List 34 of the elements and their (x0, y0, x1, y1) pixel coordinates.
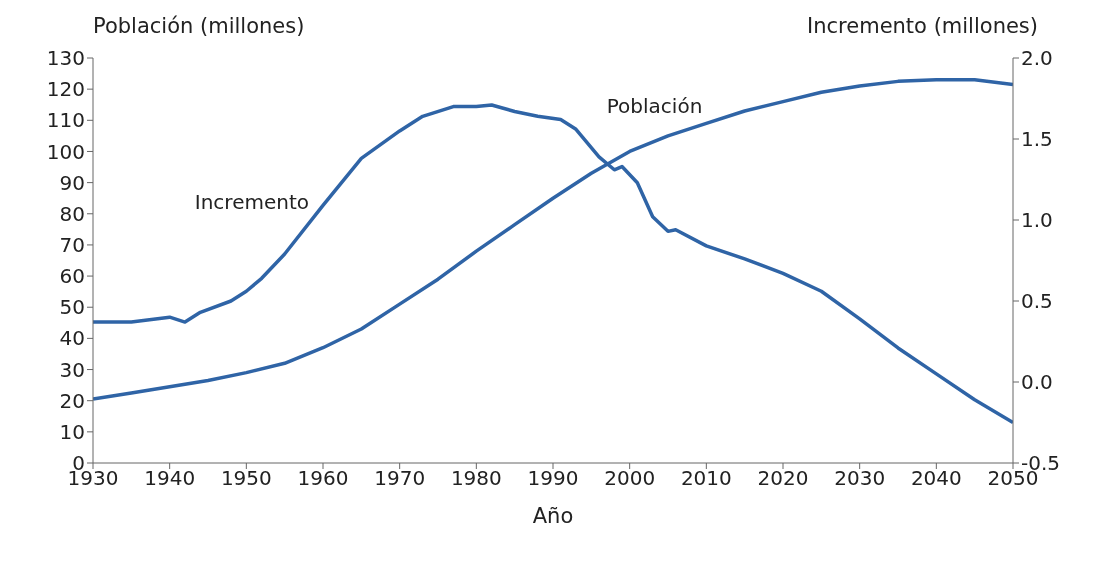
x-axis-title: Año (532, 504, 574, 528)
x-tick-label: 1970 (374, 466, 426, 491)
y-tick-label: 50 (59, 295, 85, 320)
y2-tick-label: 1.5 (1021, 127, 1053, 152)
y2-tick-label: 2.0 (1021, 46, 1053, 71)
x-tick-label: 2020 (757, 466, 809, 491)
y-tick-label: 40 (59, 326, 85, 351)
y2-tick-label: 1.0 (1021, 208, 1053, 233)
x-tick-label: 2010 (680, 466, 732, 491)
y-tick-label: 60 (59, 264, 85, 289)
x-tick-label: 1990 (527, 466, 579, 491)
x-tick-label: 1980 (450, 466, 502, 491)
y-axis-title: Población (millones) (93, 14, 305, 38)
x-tick-label: 2000 (604, 466, 656, 491)
y-tick-label: 100 (46, 139, 85, 164)
y-tick-label: 30 (59, 357, 85, 382)
y2-axis-title: Incremento (millones) (807, 14, 1038, 38)
y-tick-label: 90 (59, 170, 85, 195)
y-tick-label: 110 (46, 108, 85, 133)
y-tick-label: 20 (59, 388, 85, 413)
y-tick-label: 10 (59, 419, 85, 444)
x-tick-label: 1950 (220, 466, 272, 491)
y2-tick-label: 0.0 (1021, 370, 1053, 395)
x-tick-label: 1940 (144, 466, 196, 491)
y-tick-label: 130 (46, 46, 85, 71)
series-label: Incremento (194, 190, 309, 215)
x-tick-label: 1960 (297, 466, 349, 491)
series-label: Población (606, 94, 703, 119)
y-tick-label: 70 (59, 233, 85, 258)
y2-tick-label: 0.5 (1021, 289, 1053, 314)
x-tick-label: 2030 (834, 466, 886, 491)
y-tick-label: 120 (46, 77, 85, 102)
y-tick-label: 80 (59, 201, 85, 226)
x-tick-label: 2040 (910, 466, 962, 491)
